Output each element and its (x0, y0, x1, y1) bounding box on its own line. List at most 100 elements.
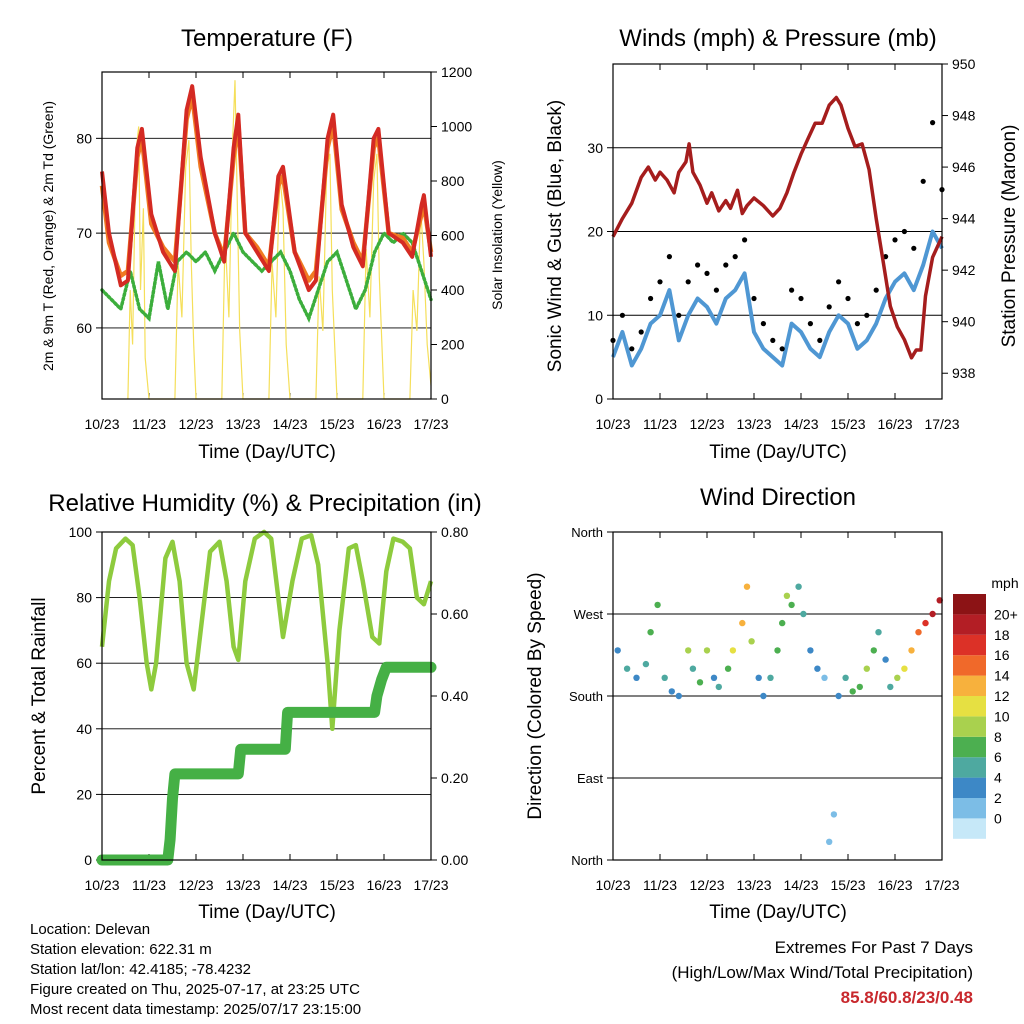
direction-point (870, 647, 877, 654)
x-tick-label: 11/23 (643, 877, 677, 893)
y-tick-label: East (577, 771, 603, 786)
series-temp-2m (100, 84, 433, 292)
legend-label: 6 (994, 749, 1002, 765)
direction-point (642, 660, 650, 668)
x-tick-label: 14/23 (783, 877, 818, 893)
gust-point (685, 279, 691, 285)
x-tick-label: 15/23 (319, 877, 354, 893)
temperature-ylabel: 2m & 9m T (Red, Orange) & 2m Td (Green) (40, 101, 56, 371)
series-station-pressure (611, 95, 944, 360)
gust-point (930, 120, 936, 126)
direction-point (623, 665, 631, 672)
plot-border (612, 63, 943, 400)
y-tick-label: 80 (76, 130, 92, 146)
y2-tick-label: 0.60 (441, 606, 468, 622)
y-tick-label: 10 (587, 307, 603, 323)
x-tick-label: 17/23 (924, 416, 959, 432)
x-tick-label: 16/23 (877, 416, 912, 432)
direction-panel: North East South West North 10/23 11/23 12/23 13… (569, 525, 960, 893)
y-tick-label: 20 (76, 786, 92, 802)
y2-tick-label: 940 (952, 314, 976, 330)
legend-label: 0 (994, 810, 1002, 826)
direction-point (908, 647, 915, 654)
x-tick-label: 11/23 (132, 416, 166, 432)
y2-tick-label: 0.80 (441, 524, 468, 540)
legend-label: 10 (994, 708, 1010, 724)
legend-label: 8 (994, 729, 1002, 745)
x-tick-label: 15/23 (830, 877, 865, 893)
direction-point (821, 674, 828, 681)
x-tick-label: 16/23 (366, 877, 401, 893)
direction-point (863, 665, 870, 672)
direction-point (922, 619, 929, 627)
x-tick-label: 17/23 (413, 416, 448, 432)
direction-point (814, 665, 821, 672)
y2-tick-label: 1200 (441, 64, 472, 80)
y-tick-label: 100 (69, 524, 93, 540)
series-solar-insolation (127, 80, 432, 400)
x-tick-label: 13/23 (736, 416, 771, 432)
y-tick-label: North (571, 853, 603, 868)
legend-swatch (953, 614, 986, 635)
temperature-xlabel: Time (Day/UTC) (198, 442, 336, 463)
x-tick-label: 10/23 (84, 877, 119, 893)
direction-legend: 0 2 4 6 8 10 12 14 16 18 20+ (953, 594, 1018, 839)
direction-point (661, 674, 668, 681)
direction-point (715, 683, 722, 691)
direction-ylabel: Direction (Colored By Speed) (525, 572, 546, 819)
x-tick-label: 13/23 (736, 877, 771, 893)
x-tick-label: 13/23 (225, 877, 260, 893)
gust-point (760, 321, 767, 327)
x-tick-label: 10/23 (595, 416, 630, 432)
y-tick-label: 30 (587, 140, 603, 156)
y-tick-label: 0 (595, 391, 603, 407)
x-tick-label: 11/23 (643, 416, 677, 432)
temperature-y2label: Solar Insolation (Yellow) (489, 160, 505, 310)
direction-point (743, 583, 751, 590)
gust-point (638, 329, 644, 335)
wind-ylabel: Sonic Wind & Gust (Blue, Black) (545, 100, 566, 372)
x-tick-label: 16/23 (366, 416, 401, 432)
y2-tick-label: 950 (952, 56, 976, 72)
station-location: Location: Delevan (30, 921, 151, 938)
gust-point (892, 237, 898, 243)
x-tick-label: 12/23 (689, 877, 724, 893)
x-tick-label: 12/23 (178, 416, 213, 432)
direction-point (703, 647, 711, 654)
legend-swatch (953, 634, 986, 656)
station-info: Location: Delevan Station elevation: 622… (30, 920, 361, 1020)
rh-title: Relative Humidity (%) & Precipitation (i… (48, 490, 481, 517)
gust-point (920, 178, 926, 184)
direction-point (835, 692, 842, 700)
gust-point (629, 346, 635, 352)
direction-point (915, 629, 922, 636)
gust-point (713, 287, 720, 293)
direction-point (748, 638, 755, 645)
y-tick-label: 70 (76, 225, 92, 241)
gust-point (873, 287, 879, 293)
legend-label: 4 (994, 770, 1002, 786)
direction-point (826, 838, 833, 845)
gust-point (723, 262, 729, 268)
y2-tick-label: 400 (441, 282, 465, 298)
y-tick-label: West (574, 607, 604, 622)
gust-point (901, 228, 908, 235)
y-tick-label: North (571, 525, 603, 540)
direction-point (710, 674, 718, 681)
wind-y2label: Station Pressure (Maroon) (999, 125, 1020, 348)
direction-point (842, 674, 849, 681)
y2-tick-label: 0.20 (441, 770, 468, 786)
x-tick-label: 14/23 (272, 877, 307, 893)
gust-point (836, 279, 842, 285)
y2-tick-label: 938 (952, 365, 976, 381)
y-tick-label: 40 (76, 721, 92, 737)
gust-point (826, 304, 832, 310)
direction-point (856, 683, 863, 691)
direction-point (800, 610, 807, 618)
legend-label: 18 (994, 627, 1010, 643)
direction-point (689, 665, 697, 672)
plot-border (612, 531, 943, 861)
y2-tick-label: 600 (441, 228, 465, 244)
legend-label: 16 (994, 647, 1010, 663)
